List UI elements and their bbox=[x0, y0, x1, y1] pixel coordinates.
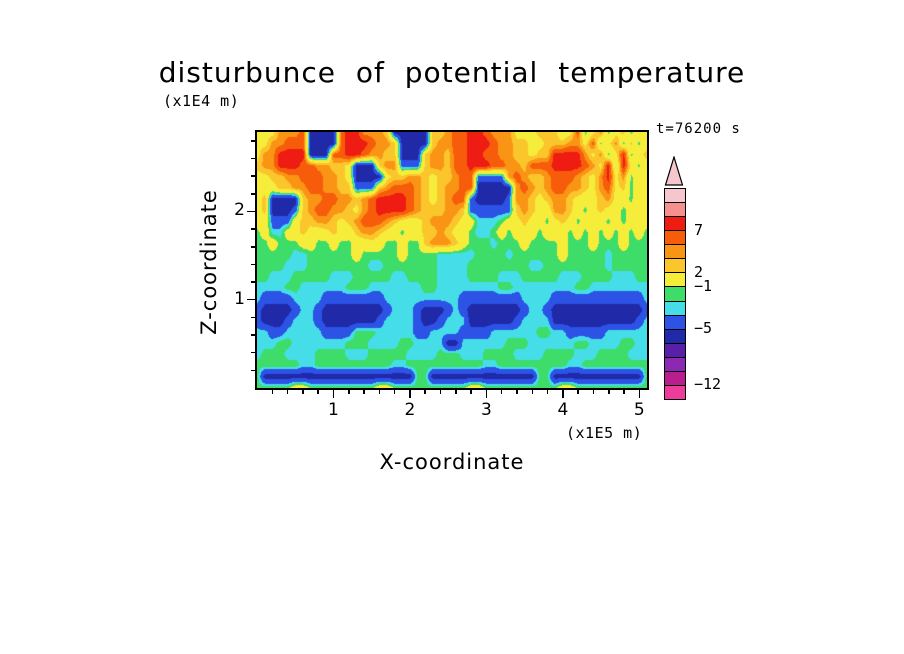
chart-title: disturbunce of potential temperature bbox=[158, 56, 746, 89]
x-minor-tick bbox=[348, 390, 350, 394]
x-minor-tick bbox=[302, 390, 304, 394]
x-minor-tick bbox=[531, 390, 534, 394]
colorbar-overflow-arrow-icon bbox=[664, 156, 684, 186]
x-minor-tick bbox=[546, 390, 549, 394]
x-minor-tick bbox=[608, 390, 610, 394]
x-minor-tick bbox=[317, 390, 319, 394]
z-minor-tick bbox=[251, 334, 255, 336]
colorbar-segment bbox=[665, 328, 685, 343]
z-tick-label: 1 bbox=[234, 288, 245, 309]
z-axis-unit-label: (x1E4 m) bbox=[163, 92, 240, 110]
z-major-tick bbox=[247, 210, 255, 213]
z-axis-label: Z-coordinate bbox=[197, 189, 221, 335]
x-axis-label: X-coordinate bbox=[379, 450, 525, 474]
x-minor-tick bbox=[500, 390, 503, 394]
x-minor-tick bbox=[516, 390, 518, 394]
colorbar-segment bbox=[665, 300, 685, 315]
x-major-tick bbox=[485, 390, 488, 398]
z-minor-tick bbox=[251, 157, 255, 160]
z-tick-label: 2 bbox=[234, 200, 245, 221]
z-minor-tick bbox=[251, 281, 255, 283]
z-minor-tick bbox=[251, 369, 255, 372]
z-minor-tick bbox=[251, 246, 255, 248]
colorbar-segment bbox=[665, 370, 685, 385]
colorbar-segment bbox=[665, 272, 685, 287]
time-label: t=76200 s bbox=[656, 121, 741, 137]
x-tick-label: 3 bbox=[480, 400, 492, 420]
x-minor-tick bbox=[592, 390, 595, 394]
colorbar-segment bbox=[665, 384, 685, 399]
colorbar-label: 2 bbox=[694, 263, 704, 281]
x-tick-label: 5 bbox=[633, 400, 645, 420]
x-major-tick bbox=[562, 390, 564, 398]
z-minor-tick bbox=[251, 351, 255, 354]
x-axis-unit-label: (x1E5 m) bbox=[566, 424, 643, 442]
colorbar-label: −1 bbox=[694, 277, 713, 295]
x-minor-tick bbox=[286, 390, 289, 394]
x-tick-label: 1 bbox=[328, 400, 339, 420]
x-minor-tick bbox=[455, 390, 457, 394]
z-minor-tick bbox=[251, 140, 255, 142]
colorbar bbox=[664, 188, 686, 400]
plot-area bbox=[255, 130, 649, 390]
colorbar-segment bbox=[665, 202, 685, 217]
colorbar-segment bbox=[665, 314, 685, 329]
x-minor-tick bbox=[439, 390, 442, 394]
x-minor-tick bbox=[363, 390, 365, 394]
x-tick-label: 4 bbox=[557, 400, 569, 420]
colorbar-segment bbox=[665, 286, 685, 301]
colorbar-segment bbox=[665, 244, 685, 259]
z-minor-tick bbox=[251, 263, 255, 266]
colorbar-segment bbox=[665, 230, 685, 245]
colorbar-segment bbox=[665, 189, 685, 203]
z-minor-tick bbox=[251, 175, 255, 177]
colorbar-label: 7 bbox=[694, 221, 704, 239]
x-minor-tick bbox=[424, 390, 426, 394]
z-minor-tick bbox=[251, 228, 255, 230]
x-minor-tick bbox=[271, 390, 274, 394]
colorbar-segment bbox=[665, 216, 685, 231]
x-minor-tick bbox=[378, 390, 381, 394]
colorbar-segment bbox=[665, 356, 685, 371]
x-major-tick bbox=[332, 390, 335, 398]
contour-field-canvas bbox=[257, 132, 647, 388]
x-major-tick bbox=[638, 390, 641, 398]
z-major-tick bbox=[247, 298, 255, 301]
z-minor-tick bbox=[251, 316, 255, 319]
colorbar-segment bbox=[665, 258, 685, 273]
colorbar-label: −5 bbox=[694, 319, 713, 337]
colorbar-segment bbox=[665, 342, 685, 357]
z-minor-tick bbox=[251, 193, 255, 195]
x-minor-tick bbox=[577, 390, 579, 394]
x-minor-tick bbox=[470, 390, 472, 394]
x-minor-tick bbox=[623, 390, 625, 394]
x-tick-label: 2 bbox=[404, 400, 416, 420]
colorbar-label: −12 bbox=[694, 375, 722, 393]
x-minor-tick bbox=[393, 390, 396, 394]
x-major-tick bbox=[409, 390, 411, 398]
